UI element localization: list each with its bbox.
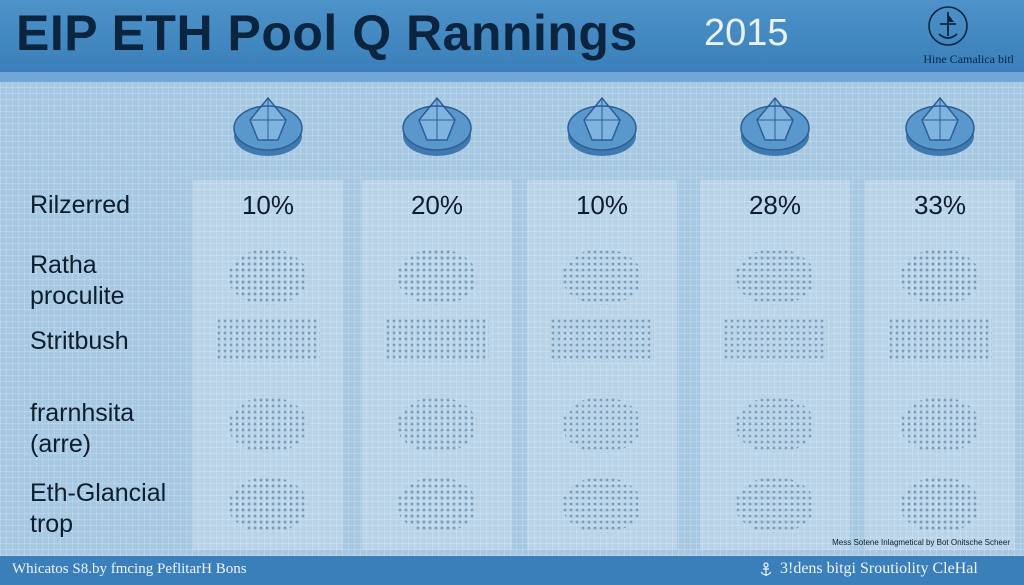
- pool-coin-icon: [233, 96, 303, 156]
- pool-cell-pattern: [735, 397, 815, 453]
- pool-column: [527, 180, 677, 550]
- pool-column: [193, 180, 343, 550]
- pool-percentage: 10%: [575, 190, 629, 220]
- pool-cell-pattern: [735, 477, 815, 533]
- pool-cell-pattern: [228, 397, 308, 453]
- pool-cell-pattern: [723, 318, 827, 362]
- row-label: Rilzerred: [30, 191, 131, 219]
- pool-cell-pattern: [397, 249, 477, 305]
- pool-cell-pattern: [228, 249, 308, 305]
- page-title: EIP ETH Pool Q Rannings: [16, 5, 638, 61]
- pool-column: [362, 180, 512, 550]
- pool-coin-icon: [567, 96, 637, 156]
- pool-percentage: 33%: [913, 190, 967, 220]
- pool-cell-pattern: [385, 318, 489, 362]
- anchor-icon: [760, 562, 772, 576]
- pool-coin-icon: [740, 96, 810, 156]
- row-label: Stritbush: [30, 327, 129, 355]
- pool-cell-pattern: [900, 477, 980, 533]
- pool-cell-pattern: [397, 477, 477, 533]
- row-label: Ratha proculite: [30, 251, 125, 310]
- footer-bar: Whicatos S8.by fmcing PeflitarH Bons 3!d…: [0, 556, 1024, 585]
- pool-percentage: 28%: [748, 190, 802, 220]
- footer-left-text: Whicatos S8.by fmcing PeflitarH Bons: [12, 561, 247, 577]
- pool-column: [865, 180, 1015, 550]
- credit-note: Mess Sotene Inlagmetical by Bot Onitsche…: [832, 538, 1010, 547]
- brand-label: Hine Camalica bitl: [923, 52, 1014, 66]
- footer-right-text: 3!dens bitgi Sroutiolity CleHal: [780, 560, 978, 577]
- pool-cell-pattern: [888, 318, 992, 362]
- pool-cell-pattern: [562, 249, 642, 305]
- pool-cell-pattern: [900, 249, 980, 305]
- pool-column: [700, 180, 850, 550]
- pool-cell-pattern: [735, 249, 815, 305]
- header-bar: EIP ETH Pool Q Rannings 2015 Hine Camali…: [0, 0, 1024, 72]
- pool-cell-pattern: [550, 318, 654, 362]
- ship-emblem-icon: [928, 6, 968, 46]
- header-strip: [0, 72, 1024, 82]
- pool-percentage: 20%: [410, 190, 464, 220]
- pool-cell-pattern: [562, 477, 642, 533]
- pool-cell-pattern: [900, 397, 980, 453]
- pool-coin-icon: [905, 96, 975, 156]
- pool-cell-pattern: [562, 397, 642, 453]
- pool-coin-icon: [402, 96, 472, 156]
- row-label: Eth-Glancial trop: [30, 479, 167, 538]
- row-label: frarnhsita (arre): [30, 399, 135, 458]
- pool-cell-pattern: [216, 318, 320, 362]
- pool-cell-pattern: [397, 397, 477, 453]
- year-label: 2015: [704, 12, 789, 54]
- pool-percentage: 10%: [241, 190, 295, 220]
- pool-cell-pattern: [228, 477, 308, 533]
- content-area: [0, 82, 1024, 556]
